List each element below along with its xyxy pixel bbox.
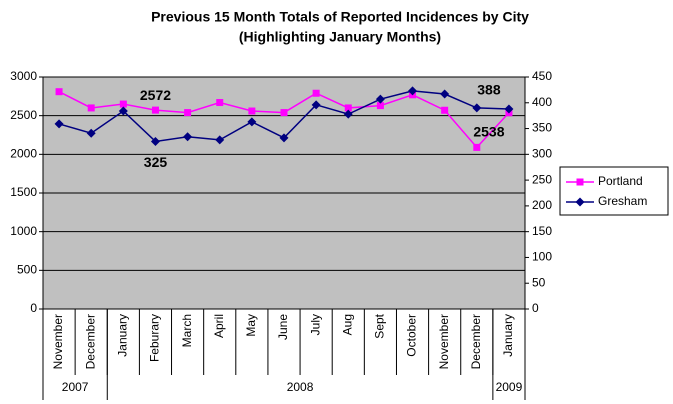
marker — [150, 136, 160, 146]
y2-tick-label: 400 — [532, 95, 552, 109]
y2-tick-label: 150 — [532, 224, 552, 238]
y2-tick-label: 50 — [532, 275, 546, 289]
marker — [86, 128, 96, 138]
data-label: 325 — [144, 154, 168, 170]
marker — [376, 102, 384, 110]
x-tick-label: July — [308, 314, 322, 335]
x-tick-label: January — [501, 314, 515, 357]
legend-label: Gresham — [598, 194, 647, 208]
chart-title: Previous 15 Month Totals of Reported Inc… — [151, 9, 529, 25]
marker — [247, 117, 257, 127]
marker — [375, 94, 385, 104]
y2-tick-label: 300 — [532, 147, 552, 161]
x-tick-label: Sept — [373, 313, 387, 338]
marker — [151, 106, 159, 114]
marker — [248, 107, 256, 115]
marker — [119, 100, 127, 108]
year-label: 2007 — [62, 380, 89, 394]
y2-tick-label: 350 — [532, 121, 552, 135]
marker — [576, 178, 584, 186]
x-tick-label: November — [51, 314, 65, 369]
marker — [87, 104, 95, 112]
marker — [312, 89, 320, 97]
marker — [473, 143, 481, 151]
marker — [311, 100, 321, 110]
y2-tick-label: 200 — [532, 198, 552, 212]
marker — [184, 109, 192, 117]
marker — [504, 104, 514, 114]
y-tick-label: 2500 — [10, 108, 37, 122]
marker — [216, 99, 224, 107]
x-tick-label: December — [83, 314, 97, 369]
y-tick-label: 500 — [17, 263, 37, 277]
x-tick-label: March — [180, 314, 194, 347]
y2-tick-label: 0 — [532, 301, 539, 315]
marker — [343, 109, 353, 119]
legend-box — [559, 166, 669, 216]
x-tick-label: Feburary — [148, 314, 162, 362]
x-tick-label: May — [244, 314, 258, 337]
x-tick-label: November — [437, 314, 451, 369]
marker — [118, 106, 128, 116]
marker — [279, 133, 289, 143]
x-tick-label: October — [405, 314, 419, 357]
y-tick-label: 0 — [30, 301, 37, 315]
legend-label: Portland — [598, 174, 643, 188]
x-tick-label: December — [469, 314, 483, 369]
year-label: 2008 — [287, 380, 314, 394]
marker — [408, 86, 418, 96]
marker — [183, 132, 193, 142]
x-tick-label: January — [116, 314, 130, 357]
marker — [280, 109, 288, 117]
x-tick-label: Aug — [340, 314, 354, 335]
x-tick-label: April — [212, 314, 226, 338]
marker — [215, 135, 225, 145]
marker — [575, 197, 585, 207]
y-tick-label: 1500 — [10, 185, 37, 199]
y2-tick-label: 100 — [532, 250, 552, 264]
y-tick-label: 1000 — [10, 224, 37, 238]
data-label: 2572 — [140, 87, 171, 103]
marker — [441, 106, 449, 114]
y2-tick-label: 250 — [532, 172, 552, 186]
marker — [54, 119, 64, 129]
marker — [55, 88, 63, 96]
marker — [344, 104, 352, 112]
data-label: 388 — [477, 82, 501, 98]
x-tick-label: June — [276, 314, 290, 340]
marker — [440, 89, 450, 99]
y-tick-label: 2000 — [10, 147, 37, 161]
chart-subtitle: (Highlighting January Months) — [239, 29, 441, 45]
data-label: 2538 — [473, 123, 504, 139]
y-tick-label: 3000 — [10, 69, 37, 83]
marker — [472, 103, 482, 113]
year-label: 2009 — [496, 380, 523, 394]
y2-tick-label: 450 — [532, 69, 552, 83]
